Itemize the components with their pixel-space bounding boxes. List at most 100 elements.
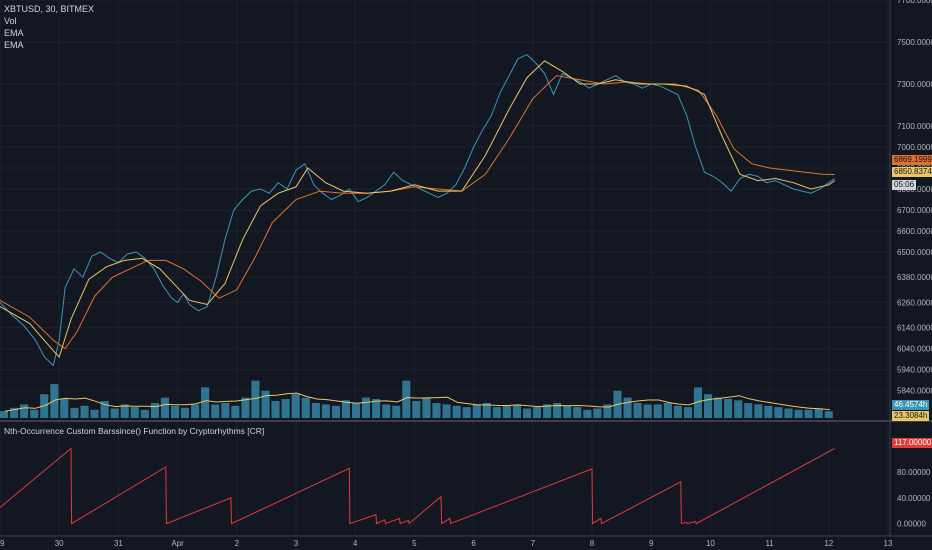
price-tick-label: 6140.00000 — [897, 324, 932, 333]
time-tick-label: 9 — [649, 539, 654, 548]
volume-bar — [583, 409, 592, 418]
volume-ma-tag: 23.3084h — [892, 411, 930, 421]
volume-bar — [824, 411, 833, 418]
volume-bar — [452, 405, 461, 418]
volume-bar — [764, 405, 773, 418]
volume-bar — [80, 405, 89, 418]
ema-legend-2[interactable]: EMA — [4, 40, 24, 50]
volume-bar — [201, 387, 210, 418]
time-tick-label: Apr — [171, 539, 184, 548]
volume-bar — [181, 407, 190, 418]
volume-bar — [382, 404, 391, 418]
ema-fast-price-tag: 6850.83742 — [892, 167, 932, 177]
time-tick-label: 11 — [765, 539, 774, 548]
volume-bar — [573, 407, 582, 418]
volume-ma-line — [4, 392, 830, 412]
time-tick-label: 8 — [590, 539, 595, 548]
volume-bar — [432, 403, 441, 418]
time-axis[interactable]: 29 30 31 Apr 2 3 4 5 6 7 8 9 10 11 12 13 — [0, 535, 932, 548]
volume-bar — [442, 404, 451, 418]
volume-bar — [341, 400, 350, 418]
ema-fast-line — [0, 60, 835, 358]
volume-bar — [30, 409, 39, 418]
volume-bar — [512, 404, 521, 418]
volume-bar — [392, 405, 401, 418]
volume-bar — [653, 404, 662, 418]
volume-bar — [744, 403, 753, 418]
volume-bar — [693, 387, 702, 418]
countdown-tag: 05:06 — [892, 180, 917, 190]
time-tick-label: 5 — [412, 539, 417, 548]
volume-bar — [231, 405, 240, 418]
volume-bar — [784, 408, 793, 418]
volume-bar — [643, 404, 652, 418]
volume-bar — [140, 409, 149, 418]
barssince-tag: 117.00000 — [892, 438, 932, 448]
price-tick-label: 5940.00000 — [897, 366, 932, 375]
indicator-title[interactable]: Nth-Occurrence Custom Barssince() Functi… — [4, 426, 265, 436]
price-tick-label: 7100.00000 — [897, 122, 932, 131]
volume-bar — [563, 405, 572, 418]
volume-bar — [211, 404, 220, 418]
volume-bar — [372, 399, 381, 418]
volume-bar — [402, 380, 411, 418]
ema-legend-1[interactable]: EMA — [4, 28, 24, 38]
time-tick-label: 29 — [0, 539, 5, 548]
volume-bar — [120, 404, 129, 418]
time-tick-label: 30 — [55, 539, 64, 548]
volume-bar — [734, 400, 743, 418]
indicator-axis[interactable]: 80.00000 40.00000 0.00000 — [897, 468, 931, 528]
price-tick-label: 7000.00000 — [897, 143, 932, 152]
volume-bar — [0, 411, 9, 418]
indicator-tick-label: 80.00000 — [897, 468, 931, 477]
price-tick-label: 7700.00000 — [897, 0, 932, 5]
volume-bar — [301, 397, 310, 418]
volume-bar — [160, 397, 169, 418]
volume-bar — [633, 403, 642, 418]
ema-slow-line — [0, 75, 835, 350]
price-tick-label: 6600.00000 — [897, 227, 932, 236]
price-tick-label: 5840.00000 — [897, 387, 932, 396]
volume-bar — [553, 403, 562, 418]
volume-bar — [191, 404, 200, 418]
volume-bar — [241, 397, 250, 418]
volume-bar — [623, 397, 632, 418]
volume-bar — [794, 409, 803, 418]
volume-bar — [10, 407, 19, 418]
ema-slow-price-tag: 6869.19990 — [892, 155, 932, 165]
time-tick-label: 3 — [294, 539, 299, 548]
price-tick-label: 7300.00000 — [897, 80, 932, 89]
price-tick-label: 6700.00000 — [897, 206, 932, 215]
price-tick-label: 6500.00000 — [897, 248, 932, 257]
volume-bar — [603, 404, 612, 418]
volume-bar — [502, 405, 511, 418]
volume-bar — [804, 409, 813, 418]
volume-bar — [100, 401, 109, 418]
volume-tag: 46.4574h — [892, 400, 930, 410]
volume-bar — [110, 408, 119, 418]
volume-bar — [281, 399, 290, 418]
volume-bar — [150, 403, 159, 418]
volume-legend[interactable]: Vol — [4, 16, 17, 26]
price-axis[interactable]: 7700.00000 7500.00000 7300.00000 7100.00000… — [889, 0, 932, 536]
volume-bar — [543, 404, 552, 418]
volume-bar — [221, 403, 230, 418]
time-tick-label: 6 — [471, 539, 476, 548]
volume-bar — [311, 403, 320, 418]
volume-bar — [673, 405, 682, 418]
time-tick-label: 12 — [824, 539, 833, 548]
chart-legend: XBTUSD, 30, BITMEX Vol EMA EMA — [4, 3, 94, 51]
time-tick-label: 4 — [353, 539, 358, 548]
volume-bar — [663, 403, 672, 418]
indicator-tick-label: 40.00000 — [897, 494, 931, 503]
volume-bar — [412, 401, 421, 418]
volume-bar — [533, 407, 542, 418]
symbol-label[interactable]: XBTUSD, 30, BITMEX — [4, 4, 95, 14]
time-tick-label: 10 — [706, 539, 715, 548]
volume-bar — [321, 404, 330, 418]
time-tick-label: 2 — [235, 539, 240, 548]
volume-bar — [261, 390, 270, 418]
volume-bar — [593, 408, 602, 418]
